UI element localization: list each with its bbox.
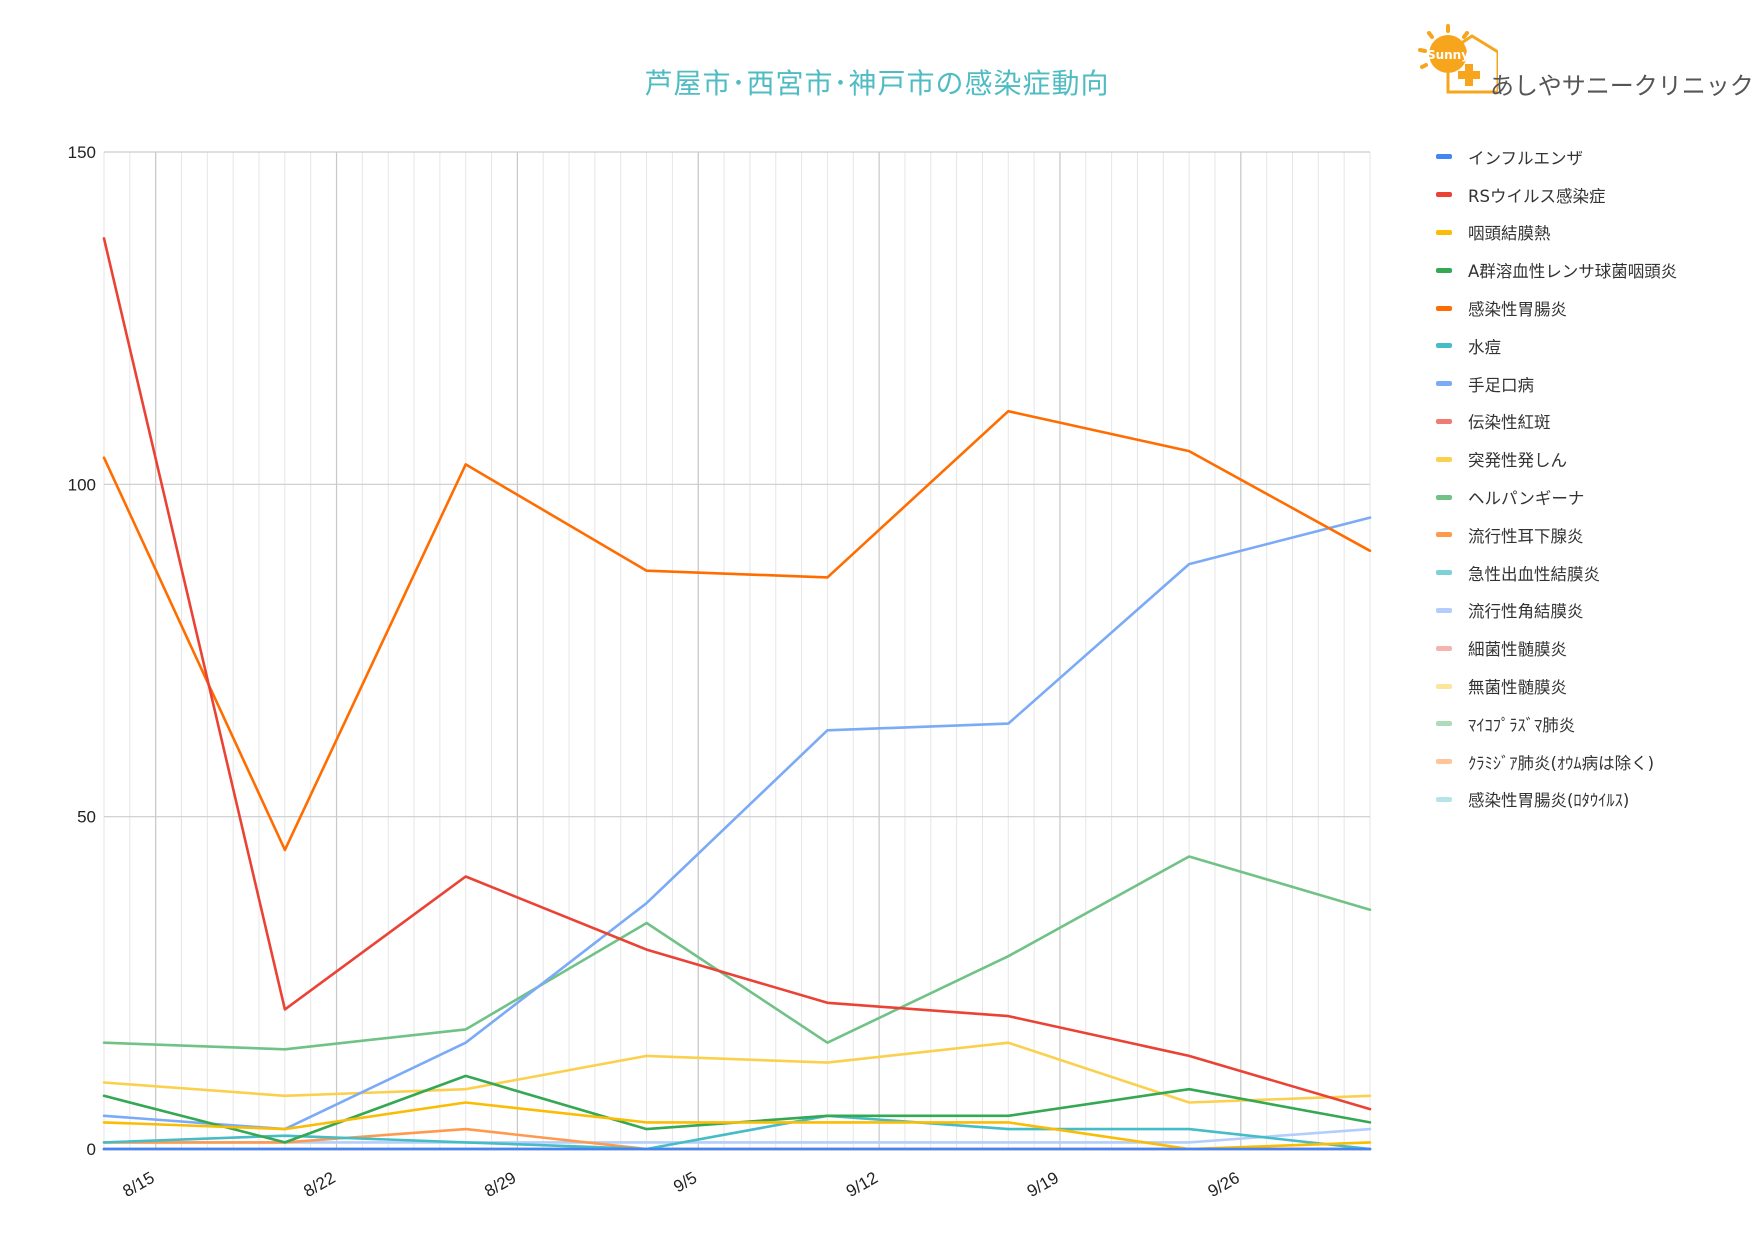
legend-swatch <box>1436 721 1452 727</box>
legend-label: RSウイルス感染症 <box>1468 186 1606 206</box>
legend-item: 咽頭結膜熱 <box>1436 214 1746 252</box>
chart-legend: インフルエンザ RSウイルス感染症 咽頭結膜熱 A群溶血性レンサ球菌咽頭炎 感染性胃腸炎… <box>1436 138 1746 818</box>
legend-item: 感染性胃腸炎 <box>1436 289 1746 327</box>
legend-item: 手足口病 <box>1436 365 1746 403</box>
legend-swatch <box>1436 192 1452 198</box>
legend-swatch <box>1436 229 1452 235</box>
legend-item: 感染性胃腸炎(ﾛﾀｳｲﾙｽ) <box>1436 781 1746 819</box>
logo-badge-text: Sunny <box>1427 48 1469 62</box>
legend-label: ﾏｲｺﾌﾟﾗｽﾞﾏ肺炎 <box>1468 715 1576 735</box>
legend-swatch <box>1436 418 1452 424</box>
legend-item: 細菌性髄膜炎 <box>1436 629 1746 667</box>
legend-label: 感染性胃腸炎(ﾛﾀｳｲﾙｽ) <box>1468 791 1630 811</box>
series-line <box>102 1114 1372 1151</box>
grid <box>103 151 1371 1150</box>
x-tick-label: 8/22 <box>300 1168 338 1201</box>
legend-swatch <box>1436 796 1452 802</box>
series-line <box>102 855 1372 1051</box>
legend-item: 水痘 <box>1436 327 1746 365</box>
legend-item: 突発性発しん <box>1436 440 1746 478</box>
legend-label: 水痘 <box>1468 337 1501 357</box>
legend-label: 感染性胃腸炎 <box>1468 300 1567 320</box>
legend-item: 急性出血性結膜炎 <box>1436 554 1746 592</box>
series-line <box>102 516 1372 1131</box>
legend-label: 突発性発しん <box>1468 451 1567 471</box>
legend-item: ヘルパンギーナ <box>1436 478 1746 516</box>
legend-swatch <box>1436 343 1452 349</box>
series-line <box>102 409 1372 852</box>
legend-label: 無菌性髄膜炎 <box>1468 678 1567 698</box>
y-tick-label: 50 <box>77 808 96 827</box>
legend-item: A群溶血性レンサ球菌咽頭炎 <box>1436 251 1746 289</box>
legend-label: 咽頭結膜熱 <box>1468 224 1551 244</box>
y-tick-label: 100 <box>68 475 96 494</box>
clinic-name: あしやサニークリニック <box>1490 72 1754 100</box>
legend-label: 手足口病 <box>1468 375 1534 395</box>
x-tick-label: 9/12 <box>843 1168 881 1201</box>
series-line <box>102 1127 1372 1144</box>
legend-label: 伝染性紅斑 <box>1468 413 1551 433</box>
legend-label: 流行性角結膜炎 <box>1468 602 1584 622</box>
legend-swatch <box>1436 645 1452 651</box>
legend-label: 急性出血性結膜炎 <box>1468 564 1600 584</box>
legend-item: 流行性角結膜炎 <box>1436 592 1746 630</box>
y-tick-label: 0 <box>87 1140 96 1159</box>
legend-swatch <box>1436 305 1452 311</box>
x-tick-label: 9/5 <box>670 1168 700 1196</box>
legend-label: 流行性耳下腺炎 <box>1468 526 1584 546</box>
x-tick-label: 8/15 <box>120 1168 158 1201</box>
legend-label: インフルエンザ <box>1468 148 1584 168</box>
legend-item: インフルエンザ <box>1436 138 1746 176</box>
legend-item: ｸﾗﾐｼﾞｱ肺炎(ｵｳﾑ病は除く) <box>1436 743 1746 781</box>
legend-label: ヘルパンギーナ <box>1468 489 1585 509</box>
legend-item: 伝染性紅斑 <box>1436 403 1746 441</box>
legend-label: 細菌性髄膜炎 <box>1468 640 1567 660</box>
series <box>102 237 1372 1151</box>
series-line <box>102 1101 1372 1151</box>
legend-swatch <box>1436 456 1452 462</box>
legend-swatch <box>1436 381 1452 387</box>
legend-item: RSウイルス感染症 <box>1436 176 1746 214</box>
legend-item: ﾏｲｺﾌﾟﾗｽﾞﾏ肺炎 <box>1436 705 1746 743</box>
legend-swatch <box>1436 607 1452 613</box>
legend-label: ｸﾗﾐｼﾞｱ肺炎(ｵｳﾑ病は除く) <box>1468 753 1655 773</box>
legend-swatch <box>1436 267 1452 273</box>
legend-swatch <box>1436 570 1452 576</box>
legend-item: 無菌性髄膜炎 <box>1436 667 1746 705</box>
x-tick-label: 9/19 <box>1024 1168 1062 1201</box>
legend-swatch <box>1436 154 1452 160</box>
legend-swatch <box>1436 532 1452 538</box>
legend-swatch <box>1436 494 1452 500</box>
clinic-logo[interactable]: Sunny あしやサニークリニック <box>1408 22 1754 102</box>
series-line <box>102 237 1372 1111</box>
legend-label: A群溶血性レンサ球菌咽頭炎 <box>1468 262 1678 282</box>
legend-swatch <box>1436 683 1452 689</box>
series-line <box>102 1041 1372 1104</box>
x-tick-label: 8/29 <box>481 1168 519 1201</box>
legend-swatch <box>1436 759 1452 765</box>
legend-item: 流行性耳下腺炎 <box>1436 516 1746 554</box>
x-tick-label: 9/26 <box>1205 1168 1243 1201</box>
axes: 0 50 100 150 8/15 8/22 8/29 9/5 9/12 9/19 9/26 <box>68 143 1370 1201</box>
chart-title: 芦屋市･西宮市･神戸市の感染症動向 <box>644 67 1110 100</box>
cross-icon <box>1458 64 1480 86</box>
y-tick-label: 150 <box>68 143 96 162</box>
